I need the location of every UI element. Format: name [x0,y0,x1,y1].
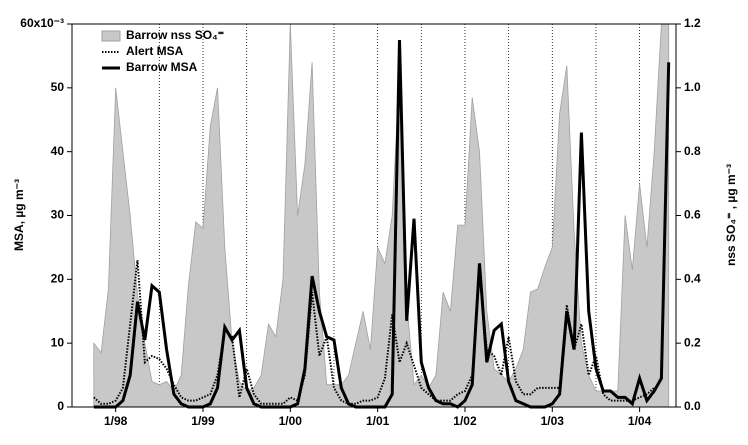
y2-tick-label: 1.2 [684,16,701,30]
y-tick-label: 40 [51,144,65,158]
y-tick-label: 30 [51,208,65,222]
x-tick-label: 1/04 [628,414,652,428]
legend-swatch [101,30,121,42]
y2-tick-label: 0.2 [684,335,701,349]
x-tick-label: 1/03 [541,414,565,428]
y-tick-label: 20 [51,272,65,286]
y2-tick-label: 0.6 [684,208,701,222]
x-tick-label: 1/01 [366,414,390,428]
y2-axis-label: nss SO₄⁼ , µg m⁻³ [724,164,738,266]
y-axis-label: MSA, µg m⁻³ [12,179,26,251]
legend-label: Barrow nss SO₄⁼ [126,28,224,42]
area [93,23,670,408]
y2-tick-label: 0.4 [684,272,701,286]
y2-tick-label: 0.8 [684,144,701,158]
legend-label: Alert MSA [126,44,184,58]
y2-tick-label: 0.0 [684,399,701,413]
x-tick-label: 1/02 [453,414,477,428]
y2-tick-label: 1.0 [684,80,701,94]
x-tick-label: 1/99 [191,414,215,428]
legend-label: Barrow MSA [126,60,198,74]
x-tick-label: 1/98 [104,414,128,428]
y-tick-label: 0 [57,399,64,413]
y-tick-label: 50 [51,80,65,94]
x-tick-label: 1/00 [279,414,303,428]
y-tick-label: 60x10⁻³ [20,16,64,30]
y-tick-label: 10 [51,335,65,349]
